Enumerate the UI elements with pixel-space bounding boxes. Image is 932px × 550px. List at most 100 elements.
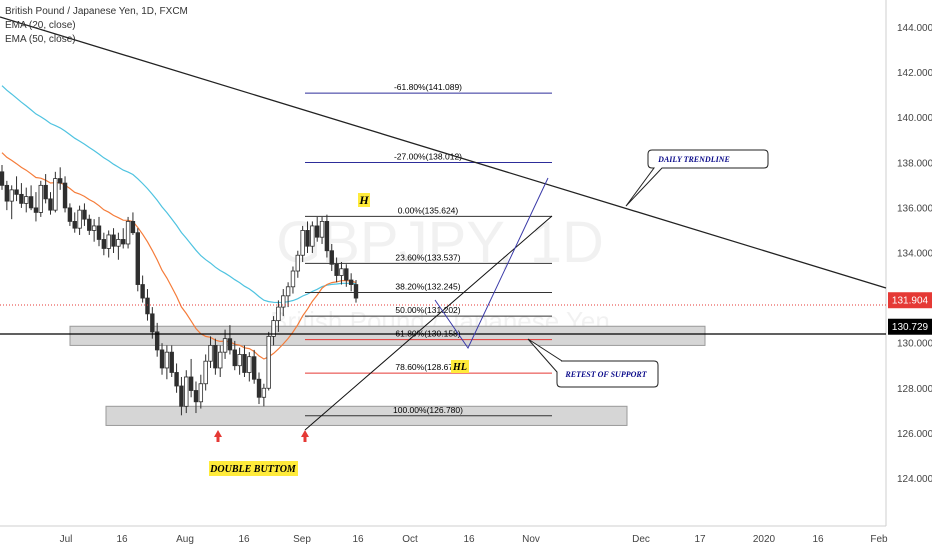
candle-body [209, 345, 213, 361]
candle-body [243, 354, 247, 372]
time-tick-label: Feb [870, 534, 888, 545]
candle-body [301, 230, 305, 255]
hl-label: HL [452, 362, 467, 373]
candle-body [296, 255, 300, 271]
candle-body [68, 208, 72, 222]
candle-body [233, 350, 237, 366]
candle-body [267, 336, 271, 388]
time-tick-label: 16 [812, 534, 824, 545]
candle-body [97, 226, 101, 240]
time-tick-label: Aug [176, 534, 194, 545]
candle-body [223, 339, 227, 353]
fib-level-label: 100.00%(126.780) [393, 405, 463, 415]
time-tick-label: Jul [60, 534, 73, 545]
candle-body [141, 285, 145, 299]
candle-body [335, 264, 339, 275]
time-tick-label: Sep [293, 534, 311, 545]
fib-level-label: -61.80%(141.089) [394, 82, 462, 92]
candle-body [117, 239, 121, 246]
time-axis[interactable]: Jul 16 Aug 16 Sep 16 Oct 16 Nov Dec 17 2020 16 Feb [60, 534, 888, 545]
candle-body [170, 352, 174, 372]
candle-body [44, 185, 48, 199]
time-tick-label: Nov [522, 534, 540, 545]
fib-level-label: 50.00%(131.202) [395, 305, 460, 315]
price-tick-label: 142.000 [897, 68, 932, 79]
candle-body [228, 339, 232, 350]
time-tick-label: 16 [463, 534, 475, 545]
candle-body [252, 357, 256, 380]
price-tick-label: 138.000 [897, 158, 932, 169]
candle-body [160, 350, 164, 368]
time-tick-label: 16 [238, 534, 250, 545]
price-tick-label: 134.000 [897, 248, 932, 259]
candle-body [257, 379, 261, 397]
candle-body [330, 251, 334, 265]
price-tick-label: 140.000 [897, 113, 932, 124]
candle-body [10, 190, 14, 201]
candle-body [175, 372, 179, 386]
candle-body [218, 352, 222, 368]
candle-body [15, 190, 19, 195]
candle-body [189, 377, 193, 391]
candle-body [315, 226, 319, 237]
candle-body [291, 271, 295, 287]
candle-body [248, 357, 252, 373]
candle-body [349, 280, 353, 285]
candle-body [354, 285, 358, 299]
candle-body [58, 179, 62, 184]
double-bottom-label: DOUBLE BUTTOM [209, 464, 297, 475]
time-tick-label: 17 [694, 534, 706, 545]
candle-body [78, 210, 82, 228]
candle-body [49, 199, 53, 210]
candle-body [24, 197, 28, 204]
retest-callout-label: RETEST OF SUPPORT [564, 370, 647, 379]
price-tick-label: 128.000 [897, 384, 932, 395]
ema-50-legend[interactable]: EMA (50, close) [5, 34, 188, 45]
candle-body [184, 377, 188, 406]
candle-body [83, 210, 87, 219]
candle-body [63, 183, 67, 208]
candle-body [151, 314, 155, 332]
candle-body [325, 221, 329, 250]
candle-body [0, 172, 4, 186]
ema-20-legend[interactable]: EMA (20, close) [5, 20, 188, 31]
candle-body [286, 287, 290, 296]
candle-body [214, 345, 218, 368]
price-tick-label: 130.000 [897, 339, 932, 350]
candle-body [102, 239, 106, 248]
time-tick-label: 16 [352, 534, 364, 545]
time-tick-label: Dec [632, 534, 650, 545]
price-tick-label: 136.000 [897, 203, 932, 214]
candle-body [5, 185, 9, 201]
fib-level-label: 38.20%(132.245) [395, 282, 460, 292]
candle-body [73, 221, 77, 228]
candle-body [238, 354, 242, 365]
trendline-callout-label: DAILY TRENDLINE [657, 155, 730, 164]
candle-body [126, 221, 130, 244]
candle-body [121, 239, 125, 244]
price-tick-label: 126.000 [897, 429, 932, 440]
time-tick-label: Oct [402, 534, 418, 545]
price-tick-label: 144.000 [897, 23, 932, 34]
candle-body [87, 219, 91, 230]
fib-level-label: 0.00%(135.624) [398, 205, 459, 215]
candle-body [165, 352, 169, 368]
candle-body [277, 307, 281, 321]
price-tick-label: 124.000 [897, 474, 932, 485]
head-label: H [358, 193, 369, 207]
chart-header: British Pound / Japanese Yen, 1D, FXCM E… [5, 6, 188, 45]
candle-body [199, 384, 203, 402]
candle-body [107, 235, 111, 249]
candle-body [20, 194, 24, 203]
candle-body [29, 197, 33, 208]
candle-body [92, 226, 96, 231]
symbol-title[interactable]: British Pound / Japanese Yen, 1D, FXCM [5, 6, 188, 17]
candle-body [180, 386, 184, 406]
fib-level-label: -27.00%(138.012) [394, 152, 462, 162]
candle-body [131, 221, 135, 232]
fib-level-label: 78.60%(128.672) [395, 362, 460, 372]
candle-body [204, 361, 208, 384]
candle-body [112, 235, 116, 246]
